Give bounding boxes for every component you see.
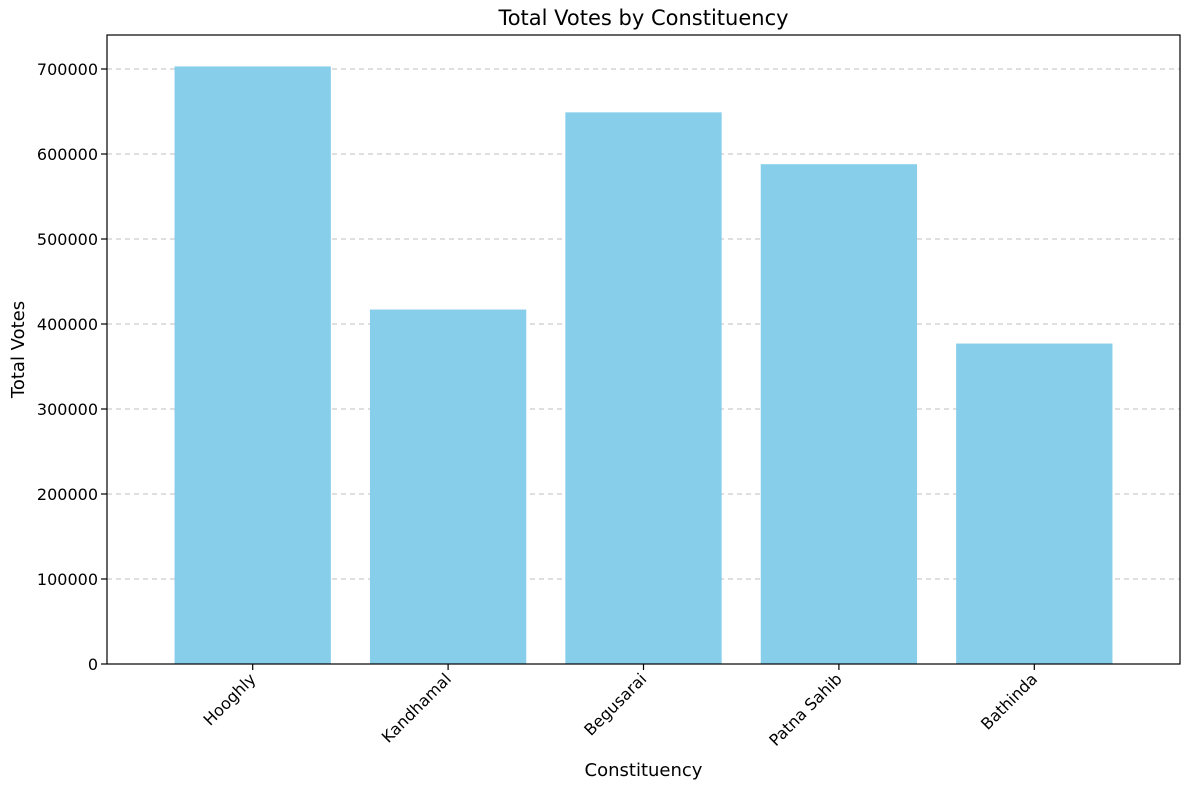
- y-tick-label: 200000: [37, 485, 98, 504]
- y-tick-label: 300000: [37, 400, 98, 419]
- bars: [174, 66, 1113, 665]
- x-tick-label: Hooghly: [200, 669, 260, 729]
- y-tick-label: 100000: [37, 570, 98, 589]
- y-tick-label: 600000: [37, 145, 98, 164]
- y-tick-label: 500000: [37, 230, 98, 249]
- x-axis-ticks: Hooghly Kandhamal Begusarai Patna Sahib Bath…: [200, 664, 1041, 750]
- x-axis-title: Constituency: [585, 760, 703, 781]
- y-tick-label: 700000: [37, 60, 98, 79]
- bar-begusarai: [565, 112, 722, 665]
- chart-title: Total Votes by Constituency: [497, 6, 788, 30]
- y-tick-label: 0: [88, 655, 98, 674]
- bar-bathinda: [956, 343, 1113, 664]
- x-tick-label: Patna Sahib: [765, 669, 845, 749]
- x-tick-label: Kandhamal: [378, 669, 455, 746]
- bar-patna-sahib: [760, 164, 918, 664]
- bar-kandhamal: [369, 309, 527, 664]
- y-axis-ticks: 0 100000 200000 300000 400000 500000 600000 700…: [37, 60, 107, 674]
- y-axis-title: Total Votes: [8, 301, 29, 399]
- bar-hooghly: [174, 66, 331, 664]
- x-tick-label: Begusarai: [580, 669, 650, 739]
- x-tick-label: Bathinda: [977, 669, 1041, 733]
- y-tick-label: 400000: [37, 315, 98, 334]
